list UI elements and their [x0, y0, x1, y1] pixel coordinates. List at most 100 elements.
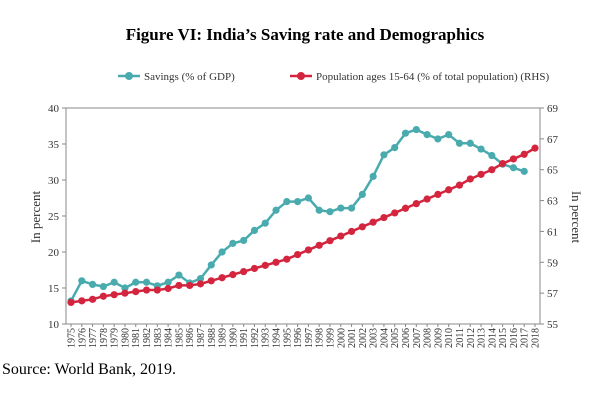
- data-point: [423, 195, 431, 203]
- x-tick-label: 1996: [293, 328, 304, 348]
- chart-title: Figure VI: India’s Saving rate and Demog…: [126, 25, 485, 44]
- y2-tick-label: 69: [547, 103, 559, 115]
- data-point: [261, 219, 269, 227]
- data-point: [121, 289, 129, 297]
- data-point: [509, 155, 518, 163]
- data-point: [88, 280, 97, 288]
- data-point: [315, 241, 323, 249]
- source: Source: World Bank, 2019.: [2, 361, 176, 378]
- x-tick-label: 2004: [379, 328, 390, 348]
- data-point: [466, 175, 474, 183]
- x-tick-label: 1992: [250, 328, 261, 348]
- x-tick-label: 2005: [390, 328, 401, 348]
- data-point: [445, 186, 453, 194]
- x-tick-label: 1991: [239, 328, 250, 348]
- legend-label: Population ages 15-64 (% of total popula…: [316, 71, 549, 83]
- data-point: [488, 166, 496, 174]
- x-tick-label: 1987: [196, 328, 207, 348]
- x-tick-label: 2014: [487, 328, 498, 348]
- data-point: [132, 278, 140, 286]
- data-point: [175, 271, 183, 279]
- data-point: [283, 198, 291, 206]
- x-tick-label: 2010: [444, 328, 455, 348]
- x-tick-label: 2000: [336, 328, 347, 348]
- y2-tick-label: 61: [547, 226, 558, 238]
- data-point: [304, 194, 312, 202]
- y2-tick-label: 63: [547, 196, 559, 208]
- data-point: [531, 144, 539, 152]
- data-point: [358, 223, 366, 231]
- y2-tick-label: 59: [547, 257, 559, 269]
- y2-tick-label: 65: [547, 165, 559, 177]
- y2-axis-label: In percent: [569, 191, 584, 244]
- data-point: [294, 198, 302, 206]
- x-tick-label: 1982: [142, 328, 153, 348]
- data-point: [240, 236, 248, 245]
- data-point: [240, 267, 248, 276]
- x-tick-label: 1981: [131, 328, 142, 348]
- y-tick-label: 10: [48, 319, 60, 331]
- x-tick-label: 1984: [164, 328, 175, 348]
- x-tick-label: 2011: [455, 328, 466, 348]
- y-tick-label: 30: [48, 175, 60, 187]
- data-point: [509, 164, 518, 172]
- data-point: [358, 190, 366, 198]
- y-tick-label: 40: [48, 103, 60, 115]
- data-point: [499, 159, 507, 168]
- data-point: [423, 131, 431, 139]
- x-tick-label: 1983: [153, 328, 164, 348]
- data-point: [218, 274, 226, 282]
- x-tick-label: 2003: [369, 328, 380, 348]
- data-point: [99, 292, 107, 300]
- data-point: [520, 150, 528, 158]
- y-axis-label: In percent: [28, 190, 43, 243]
- legend-marker: [297, 72, 305, 80]
- x-tick-label: 1978: [99, 328, 110, 348]
- x-tick-label: 2015: [498, 328, 509, 348]
- x-tick-label: 1985: [174, 328, 185, 348]
- x-tick-label: 1997: [304, 328, 315, 348]
- data-point: [337, 204, 345, 212]
- data-point: [110, 291, 118, 299]
- x-tick-label: 1988: [207, 328, 218, 348]
- x-tick-label: 1975: [67, 328, 78, 348]
- data-point: [434, 135, 442, 143]
- data-point: [283, 255, 291, 263]
- y-tick-label: 15: [48, 283, 60, 295]
- data-point: [412, 126, 420, 134]
- data-point: [99, 282, 107, 291]
- data-point: [326, 208, 334, 216]
- data-point: [229, 271, 237, 279]
- x-tick-label: 2018: [531, 328, 542, 348]
- data-point: [466, 139, 474, 147]
- data-point: [142, 278, 151, 286]
- data-point: [347, 227, 356, 236]
- x-tick-label: 2006: [401, 328, 412, 348]
- x-tick-label: 1998: [315, 328, 326, 348]
- series-line: [70, 147, 536, 304]
- data-point: [67, 298, 75, 306]
- data-point: [88, 295, 97, 303]
- data-point: [164, 284, 172, 293]
- x-tick-label: 1989: [218, 328, 229, 348]
- data-point: [391, 209, 399, 217]
- data-point: [304, 246, 312, 254]
- data-point: [455, 139, 464, 147]
- data-point: [207, 261, 215, 269]
- x-tick-label: 1976: [77, 328, 88, 348]
- data-point: [294, 250, 302, 259]
- data-point: [445, 131, 453, 139]
- data-point: [272, 206, 280, 214]
- data-point: [380, 213, 388, 222]
- x-tick-label: 1999: [325, 328, 336, 348]
- legend-marker: [125, 72, 133, 80]
- x-tick-label: 1977: [88, 328, 99, 348]
- data-point: [455, 181, 464, 189]
- x-tick-label: 1993: [261, 328, 272, 348]
- legend-label: Savings (% of GDP): [144, 71, 235, 83]
- data-point: [401, 129, 410, 137]
- data-point: [477, 145, 485, 153]
- data-point: [250, 226, 259, 234]
- data-point: [142, 286, 151, 294]
- x-tick-label: 1986: [185, 328, 196, 348]
